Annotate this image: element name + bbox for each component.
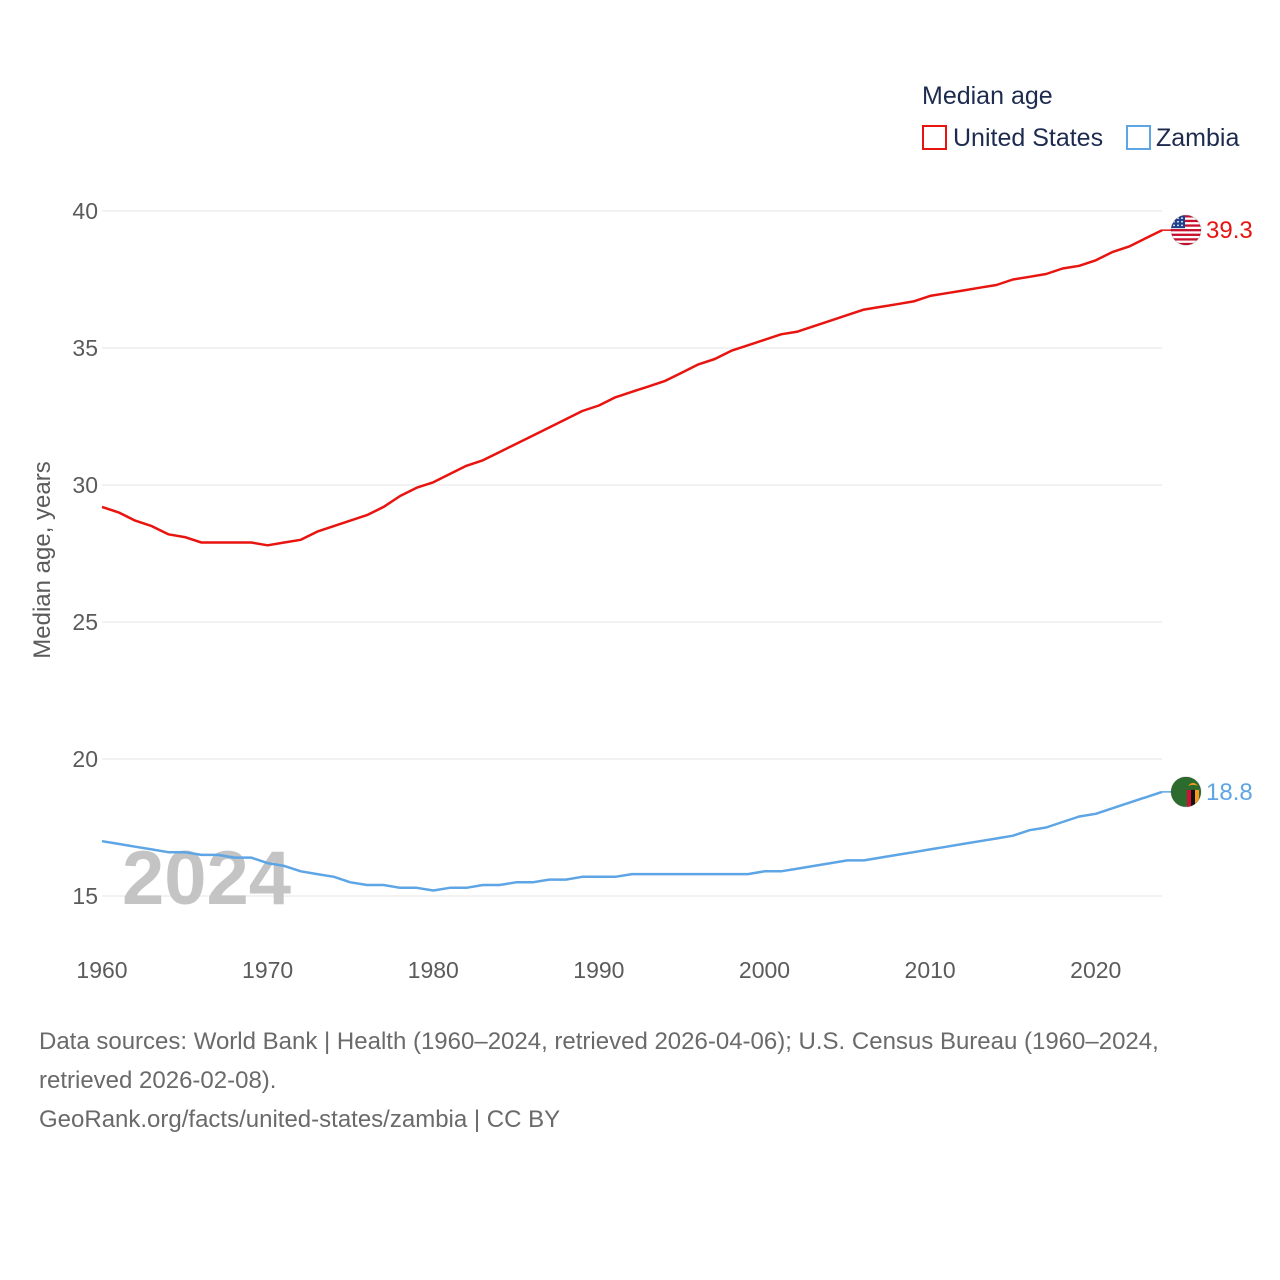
y-tick-label-40: 40 (72, 198, 98, 224)
legend-label-zambia[interactable]: Zambia (1156, 124, 1239, 152)
series-line-united-states[interactable] (101, 229, 1163, 547)
legend-swatch-zambia[interactable] (1126, 125, 1151, 150)
gridlines (102, 210, 1162, 897)
x-tick-label-2000: 2000 (739, 957, 790, 983)
end-markers: 39.3 18.8 (1162, 214, 1253, 808)
x-tick-label-2020: 2020 (1070, 957, 1121, 983)
x-axis-ticks: 1960 1970 1980 1990 2000 2010 2020 (76, 957, 1121, 983)
x-tick-label-1990: 1990 (573, 957, 624, 983)
source-credit-link[interactable]: GeoRank.org/facts/united-states/zambia |… (39, 1106, 561, 1133)
legend-swatch-united-states[interactable] (922, 125, 947, 150)
legend-label-united-states[interactable]: United States (953, 124, 1103, 152)
series-line-zambia[interactable] (101, 790, 1163, 892)
y-tick-label-20: 20 (72, 746, 98, 772)
flag-icon-united-states (1170, 214, 1202, 246)
y-axis-label: Median age, years (29, 461, 56, 658)
y-tick-label-35: 35 (72, 335, 98, 361)
x-tick-label-1980: 1980 (408, 957, 459, 983)
flag-icon-zambia (1170, 776, 1202, 808)
footer: Data sources: World Bank | Health (1960–… (39, 1022, 1249, 1139)
x-tick-label-1970: 1970 (242, 957, 293, 983)
y-tick-label-15: 15 (72, 883, 98, 909)
y-tick-label-25: 25 (72, 609, 98, 635)
legend: Median age United States Zambia (922, 82, 1239, 152)
legend-title: Median age (922, 82, 1053, 110)
end-value-label-zambia: 18.8 (1206, 779, 1253, 806)
x-tick-label-2010: 2010 (905, 957, 956, 983)
series-lines (101, 229, 1163, 892)
data-sources-line-2: retrieved 2026-02-08). (39, 1067, 277, 1094)
x-tick-label-1960: 1960 (76, 957, 127, 983)
y-tick-label-30: 30 (72, 472, 98, 498)
data-sources-line-1: Data sources: World Bank | Health (1960–… (39, 1028, 1159, 1055)
y-axis-ticks: 15 20 25 30 35 40 (72, 198, 98, 909)
end-value-label-united-states: 39.3 (1206, 217, 1253, 244)
